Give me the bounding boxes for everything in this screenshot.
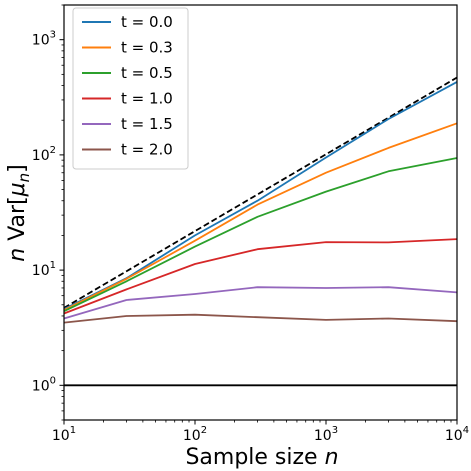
y-axis-title-n: n [5, 248, 30, 262]
x-tick-label: 102 [183, 425, 207, 444]
x-tick-label: 104 [445, 425, 469, 444]
series-line-4 [63, 286, 458, 320]
y-axis-title-mu: μ [5, 182, 30, 197]
x-tick-label: 101 [52, 425, 76, 444]
plot-frame [63, 4, 458, 421]
y-axis-title: n Var[μn] [5, 164, 33, 262]
series-line-5 [63, 313, 458, 324]
axis-ticks: 101 102 103 104 100 101 102 103 [32, 4, 469, 444]
y-tick-label: 100 [32, 375, 56, 394]
plot-area [63, 76, 458, 387]
legend-label: t = 0.5 [121, 64, 173, 82]
y-axis-title-sub: n [15, 173, 33, 183]
series-line-2 [63, 157, 458, 313]
legend: t = 0.0 t = 0.3 t = 0.5 t = 1.0 t = 1.5 t = 2… [72, 7, 189, 170]
reference-line-n [63, 76, 458, 309]
y-axis-title-var: Var[ [5, 196, 30, 247]
legend-label: t = 0.0 [121, 13, 173, 31]
legend-label: t = 1.5 [121, 115, 173, 133]
y-tick-label: 103 [32, 30, 56, 49]
y-tick-label: 101 [32, 260, 56, 279]
x-axis-title-var: n [325, 445, 339, 470]
y-tick-label: 102 [32, 145, 56, 164]
legend-label: t = 2.0 [121, 141, 173, 159]
x-axis-title-main: Sample size [185, 445, 324, 470]
x-tick-label: 103 [314, 425, 338, 444]
series-line-3 [63, 238, 458, 315]
legend-label: t = 1.0 [121, 90, 173, 108]
series-line-1 [63, 122, 458, 311]
x-axis-title: Sample size n [185, 445, 338, 470]
legend-label: t = 0.3 [121, 39, 173, 57]
y-axis-title-close: ] [5, 164, 30, 173]
